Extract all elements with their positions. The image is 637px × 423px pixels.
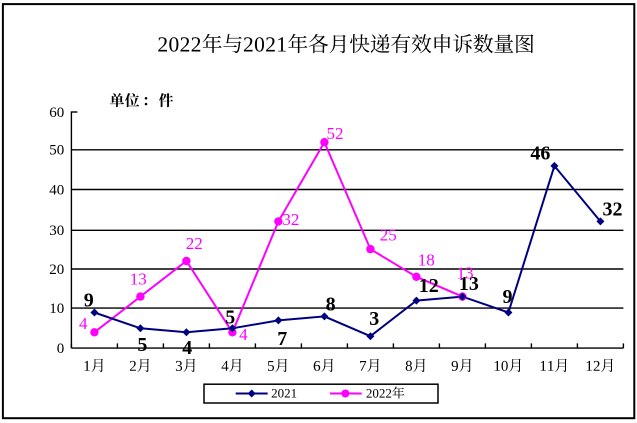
svg-text:8: 8: [326, 293, 336, 315]
svg-text:12: 12: [419, 275, 439, 297]
svg-text:7: 7: [277, 328, 287, 350]
svg-text:46: 46: [530, 143, 550, 165]
svg-text:32: 32: [603, 199, 623, 221]
svg-text:4: 4: [79, 314, 88, 333]
svg-text:60: 60: [49, 105, 64, 121]
svg-text:3: 3: [369, 308, 379, 330]
svg-text:25: 25: [380, 226, 397, 245]
svg-text:22: 22: [186, 234, 203, 253]
svg-text:10: 10: [49, 301, 64, 317]
svg-text:2021: 2021: [271, 386, 297, 401]
svg-text:52: 52: [327, 124, 344, 143]
svg-text:5: 5: [137, 334, 147, 356]
svg-text:4: 4: [182, 337, 192, 359]
svg-text:13: 13: [130, 270, 147, 289]
svg-text:5: 5: [225, 307, 235, 329]
svg-text:32: 32: [282, 210, 299, 229]
svg-text:20: 20: [49, 262, 64, 278]
svg-text:50: 50: [49, 143, 64, 159]
svg-text:9: 9: [503, 286, 513, 308]
svg-text:30: 30: [49, 223, 64, 239]
svg-text:0: 0: [57, 341, 65, 357]
svg-text:4: 4: [239, 325, 248, 344]
svg-text:40: 40: [49, 182, 64, 198]
svg-text:18: 18: [418, 251, 435, 270]
svg-text:9: 9: [84, 290, 94, 312]
svg-text:13: 13: [459, 273, 479, 295]
svg-text:13: 13: [457, 264, 474, 283]
